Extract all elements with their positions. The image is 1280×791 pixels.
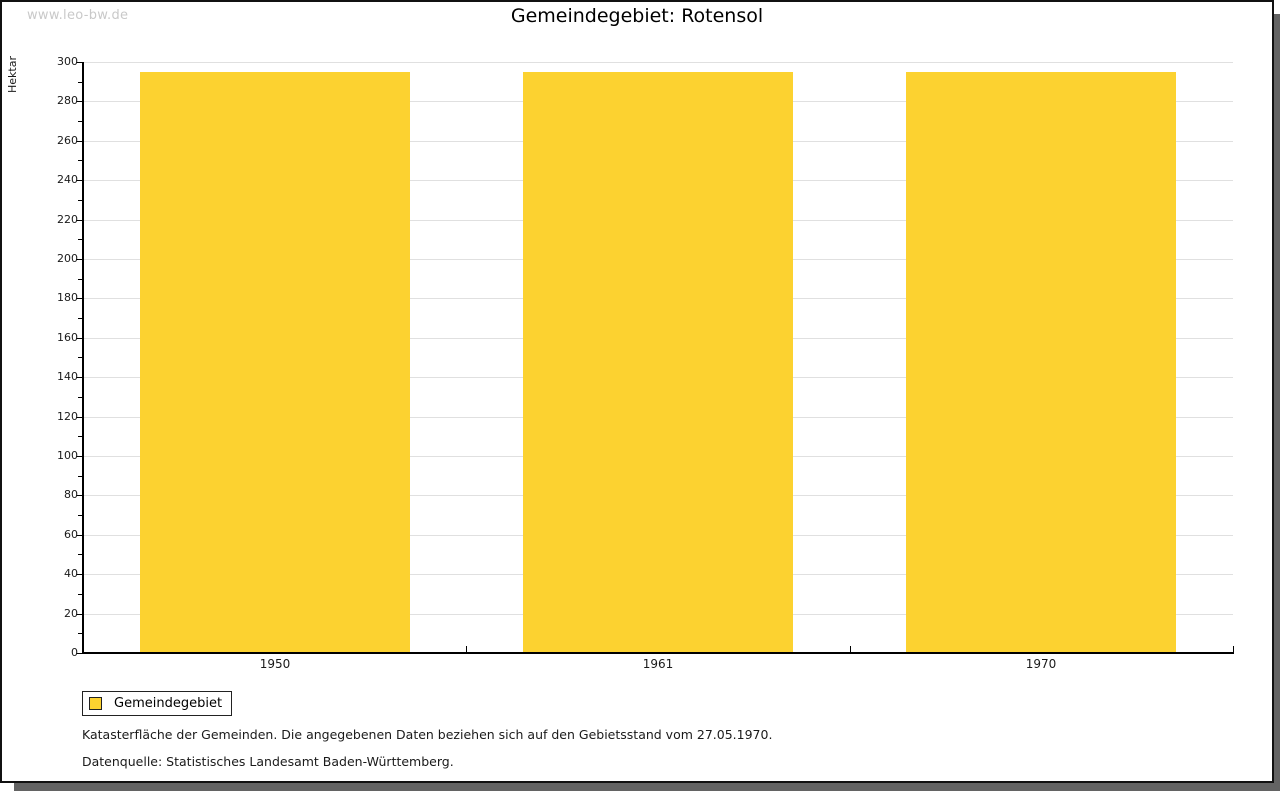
y-minor-tick bbox=[78, 436, 82, 437]
y-major-tick bbox=[76, 220, 82, 221]
y-tick-label: 260 bbox=[57, 134, 78, 147]
y-minor-tick bbox=[78, 357, 82, 358]
x-tick-label: 1950 bbox=[259, 657, 291, 671]
y-major-tick bbox=[76, 653, 82, 654]
y-minor-tick bbox=[78, 82, 82, 83]
y-major-tick bbox=[76, 535, 82, 536]
y-major-tick bbox=[76, 574, 82, 575]
y-tick-label: 40 bbox=[64, 567, 78, 580]
legend-label: Gemeindegebiet bbox=[114, 696, 223, 711]
y-major-tick bbox=[76, 495, 82, 496]
bar-1961 bbox=[523, 72, 793, 652]
y-tick-label: 160 bbox=[57, 331, 78, 344]
y-minor-tick bbox=[78, 515, 82, 516]
footer-source: Datenquelle: Statistisches Landesamt Bad… bbox=[82, 754, 454, 769]
legend-color-swatch bbox=[89, 697, 102, 710]
y-minor-tick bbox=[78, 160, 82, 161]
y-minor-tick bbox=[78, 200, 82, 201]
y-major-tick bbox=[76, 377, 82, 378]
x-category-tick bbox=[850, 646, 851, 652]
footer-note: Katasterfläche der Gemeinden. Die angege… bbox=[82, 727, 773, 742]
window-shadow-bottom bbox=[14, 783, 1280, 791]
y-minor-tick bbox=[78, 476, 82, 477]
y-tick-label: 120 bbox=[57, 410, 78, 423]
legend: Gemeindegebiet bbox=[82, 691, 233, 716]
gridline bbox=[84, 62, 1233, 63]
y-minor-tick bbox=[78, 633, 82, 634]
y-minor-tick bbox=[78, 554, 82, 555]
y-minor-tick bbox=[78, 594, 82, 595]
x-category-tick bbox=[1233, 646, 1234, 652]
y-major-tick bbox=[76, 298, 82, 299]
y-minor-tick bbox=[78, 318, 82, 319]
y-tick-label: 200 bbox=[57, 252, 78, 265]
window-shadow-right bbox=[1274, 14, 1280, 791]
y-minor-tick bbox=[78, 239, 82, 240]
y-major-tick bbox=[76, 180, 82, 181]
y-minor-tick bbox=[78, 279, 82, 280]
y-major-tick bbox=[76, 62, 82, 63]
y-tick-label: 240 bbox=[57, 173, 78, 186]
y-major-tick bbox=[76, 338, 82, 339]
y-tick-label: 100 bbox=[57, 449, 78, 462]
y-tick-label: 280 bbox=[57, 94, 78, 107]
y-tick-label: 180 bbox=[57, 291, 78, 304]
watermark: www.leo-bw.de bbox=[27, 8, 129, 23]
y-tick-label: 60 bbox=[64, 528, 78, 541]
y-tick-label: 140 bbox=[57, 370, 78, 383]
y-axis-title: Hektar bbox=[6, 56, 19, 93]
y-axis-line bbox=[82, 62, 84, 654]
y-major-tick bbox=[76, 101, 82, 102]
y-minor-tick bbox=[78, 121, 82, 122]
bar-1950 bbox=[140, 72, 410, 652]
chart-title: Gemeindegebiet: Rotensol bbox=[510, 5, 764, 27]
y-tick-label: 220 bbox=[57, 213, 78, 226]
y-tick-label: 20 bbox=[64, 607, 78, 620]
y-tick-label: 80 bbox=[64, 488, 78, 501]
x-tick-label: 1970 bbox=[1025, 657, 1057, 671]
x-axis-line bbox=[82, 652, 1234, 654]
y-major-tick bbox=[76, 259, 82, 260]
y-major-tick bbox=[76, 141, 82, 142]
y-tick-label: 300 bbox=[57, 55, 78, 68]
x-category-tick bbox=[466, 646, 467, 652]
y-tick-label: 0 bbox=[71, 646, 78, 659]
bar-1970 bbox=[906, 72, 1176, 652]
y-minor-tick bbox=[78, 397, 82, 398]
y-major-tick bbox=[76, 614, 82, 615]
y-major-tick bbox=[76, 417, 82, 418]
x-tick-label: 1961 bbox=[642, 657, 674, 671]
y-major-tick bbox=[76, 456, 82, 457]
